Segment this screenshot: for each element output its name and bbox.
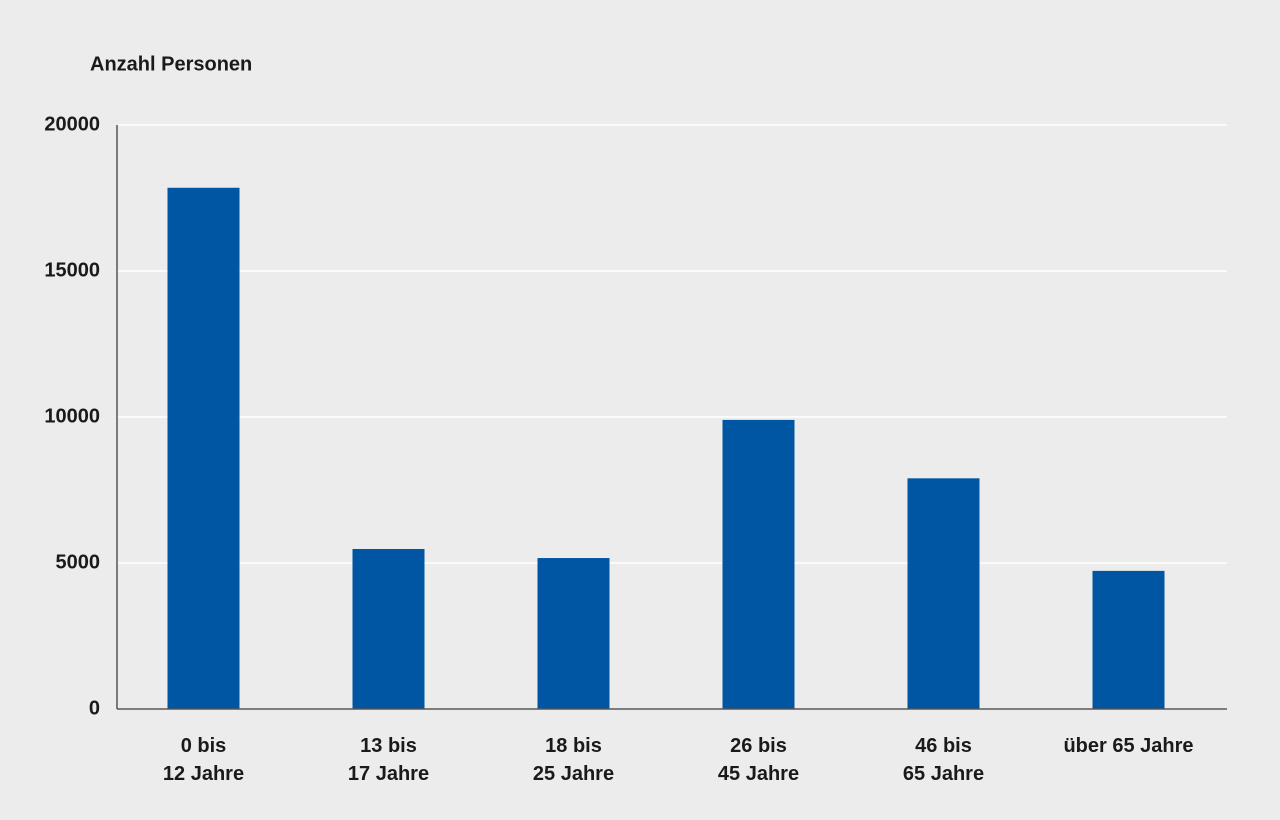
bar	[537, 558, 610, 709]
x-tick-label: 18 bis 25 Jahre	[532, 735, 615, 785]
bar	[167, 187, 240, 709]
x-tick-label: 46 bis 65 Jahre	[902, 735, 985, 785]
y-axis-title: Anzahl Personen	[90, 53, 252, 75]
bar	[722, 419, 795, 709]
y-tick-label: 15000	[44, 259, 100, 281]
x-tick-label: 26 bis 45 Jahre	[717, 735, 800, 785]
bar	[352, 548, 425, 709]
bar	[1092, 570, 1165, 709]
x-tick-label: 0 bis 12 Jahre	[162, 735, 245, 785]
y-tick-label: 0	[89, 697, 100, 719]
y-tick-label: 20000	[44, 113, 100, 135]
x-tick-label: 13 bis 17 Jahre	[347, 735, 430, 785]
y-tick-label: 5000	[56, 551, 101, 573]
y-tick-label: 10000	[44, 405, 100, 427]
bar	[907, 478, 980, 709]
x-tick-label: über 65 Jahre	[1063, 735, 1194, 757]
